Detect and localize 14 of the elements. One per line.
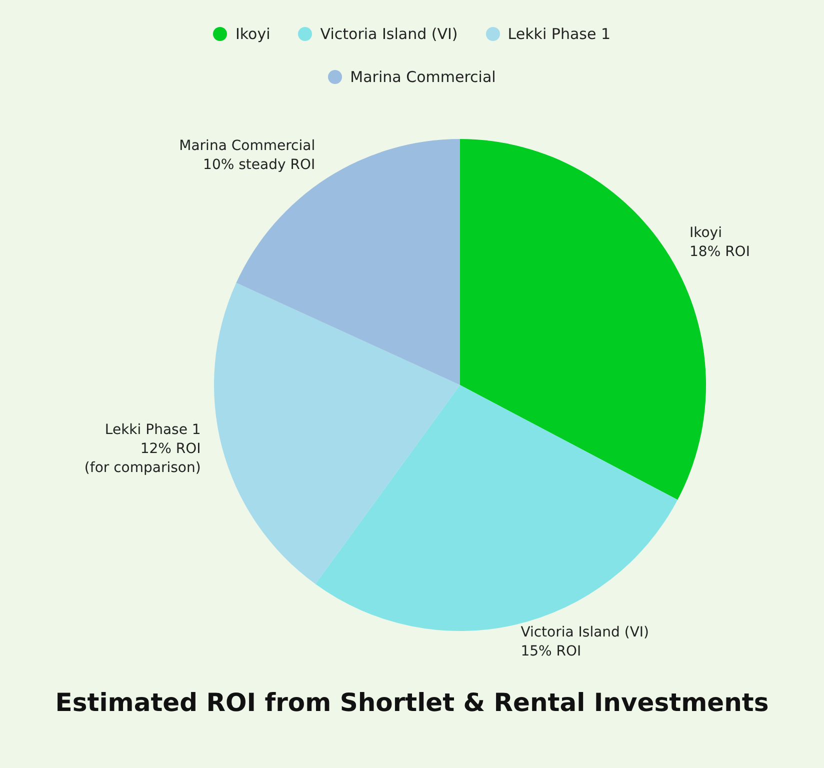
legend-label: Victoria Island (VI) — [320, 25, 458, 43]
data-label: 15% ROI — [520, 644, 582, 660]
pie-slice — [214, 282, 460, 584]
slice-label: Ikoyi — [690, 225, 722, 242]
data-label: 18% ROI — [690, 244, 750, 260]
text: Estimated ROI from Shortlet & Rental Investments — [54, 688, 770, 717]
slice-label: Lekki Phase 1 — [104, 422, 201, 438]
slice-label: Marina Commercial — [179, 138, 316, 154]
legend-label: Lekki Phase 1 — [508, 25, 611, 43]
data-label: 12% ROI (for comparison) — [84, 441, 201, 476]
legend-label: Ikoyi — [235, 25, 270, 43]
legend-label: Marina Commercial — [350, 68, 496, 86]
data-label: 10% steady ROI — [203, 157, 316, 174]
slice-label: Victoria Island (VI) — [520, 624, 650, 641]
